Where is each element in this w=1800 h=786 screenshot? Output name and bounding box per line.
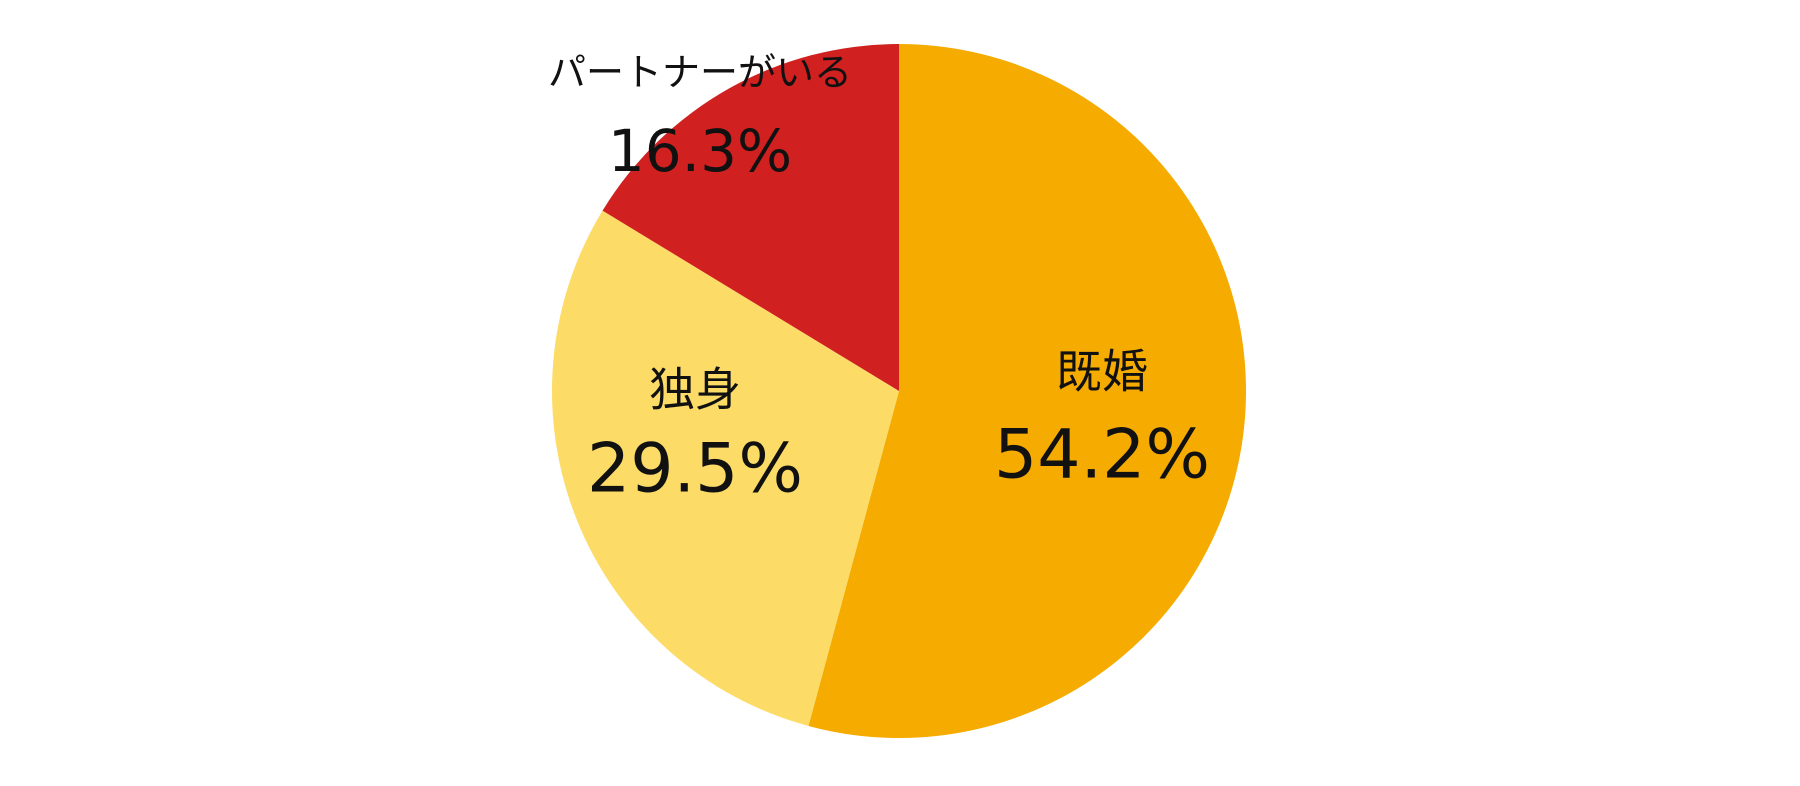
value-label: 29.5% — [587, 430, 803, 509]
slice-label: 既婚 — [1056, 345, 1148, 399]
slice-label: 独身 — [649, 363, 741, 417]
slice-label: パートナーがいる — [548, 51, 852, 95]
pie-slice — [602, 44, 899, 391]
pie-slice — [808, 43, 1247, 739]
value-label: 16.3% — [608, 117, 792, 185]
pie-slice — [552, 210, 899, 726]
value-label: 54.2% — [994, 416, 1210, 495]
